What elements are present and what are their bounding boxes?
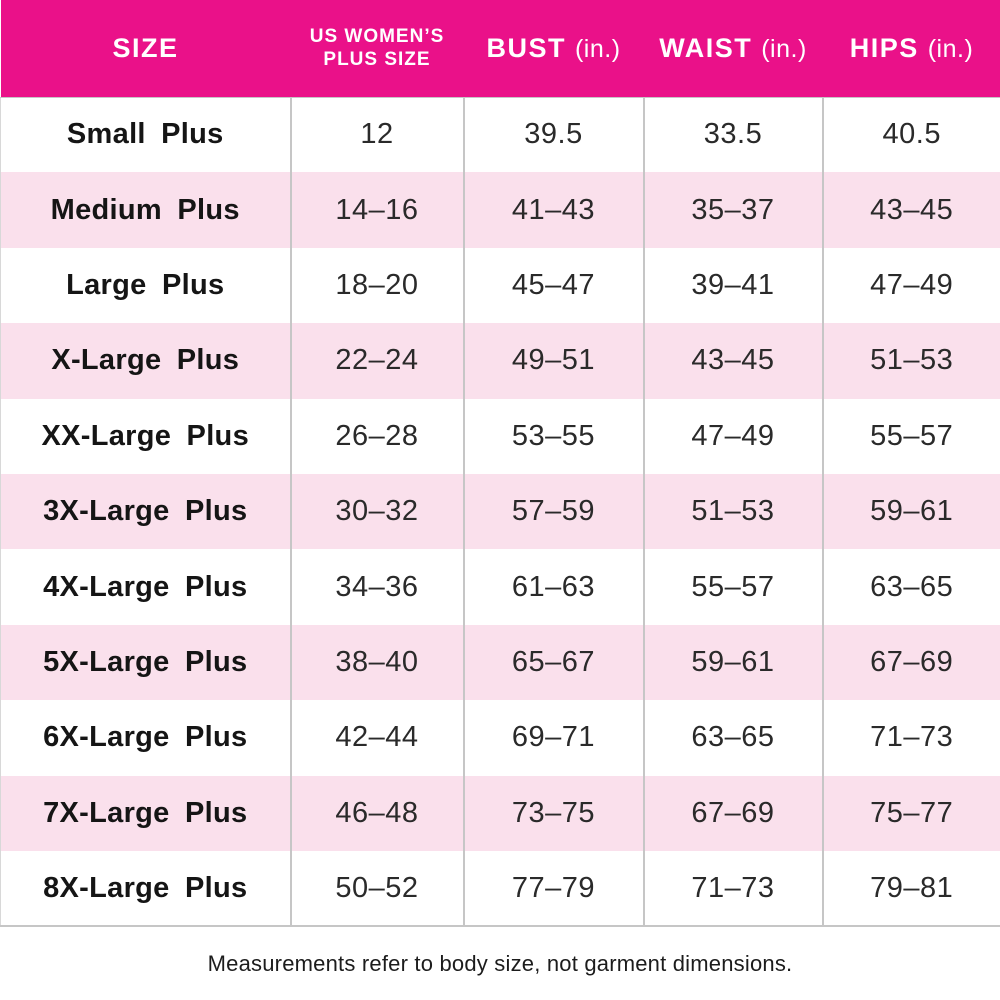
footnote: Measurements refer to body size, not gar… bbox=[0, 927, 1000, 1000]
waist-cell: 33.5 bbox=[642, 97, 823, 173]
column-header-bust: BUST (in.) bbox=[463, 0, 644, 98]
size-cell: 6X-Large Plus bbox=[0, 700, 291, 776]
header-row: SIZE US WOMEN’S PLUS SIZE BUST (in.) WAIS… bbox=[0, 0, 1000, 98]
waist-cell: 51–53 bbox=[642, 473, 823, 550]
size-cell: Large Plus bbox=[0, 247, 291, 324]
table-row: XX-Large Plus 26–28 53–55 47–49 55–57 bbox=[0, 398, 1000, 474]
us-plus-size-cell: 22–24 bbox=[289, 323, 464, 399]
us-plus-size-header-line1: US WOMEN’S bbox=[309, 26, 445, 48]
waist-cell: 63–65 bbox=[642, 700, 823, 776]
hips-cell: 75–77 bbox=[821, 775, 1000, 851]
waist-cell: 59–61 bbox=[642, 624, 823, 701]
size-cell: 8X-Large Plus bbox=[0, 850, 291, 928]
us-plus-size-cell: 50–52 bbox=[289, 850, 464, 928]
hips-cell: 40.5 bbox=[821, 97, 1000, 173]
waist-cell: 43–45 bbox=[642, 323, 823, 399]
bust-header-unit: (in.) bbox=[574, 34, 621, 63]
table-row: 7X-Large Plus 46–48 73–75 67–69 75–77 bbox=[0, 775, 1000, 851]
column-header-us-plus-size: US WOMEN’S PLUS SIZE bbox=[290, 0, 464, 98]
waist-cell: 55–57 bbox=[642, 549, 823, 625]
column-header-size: SIZE bbox=[0, 0, 291, 98]
waist-cell: 47–49 bbox=[642, 398, 823, 474]
us-plus-size-cell: 12 bbox=[289, 97, 464, 173]
bust-cell: 49–51 bbox=[462, 323, 644, 399]
column-header-hips: HIPS (in.) bbox=[822, 0, 1000, 98]
us-plus-size-cell: 38–40 bbox=[289, 624, 464, 701]
table-header: SIZE US WOMEN’S PLUS SIZE BUST (in.) WAIS… bbox=[0, 0, 1000, 98]
table-row: Large Plus 18–20 45–47 39–41 47–49 bbox=[0, 247, 1000, 324]
bust-cell: 41–43 bbox=[462, 172, 644, 248]
size-cell: 3X-Large Plus bbox=[0, 473, 291, 550]
table-row: 3X-Large Plus 30–32 57–59 51–53 59–61 bbox=[0, 473, 1000, 550]
bust-cell: 39.5 bbox=[462, 97, 644, 173]
hips-cell: 71–73 bbox=[821, 700, 1000, 776]
bust-cell: 61–63 bbox=[462, 549, 644, 625]
waist-cell: 71–73 bbox=[642, 850, 823, 928]
hips-cell: 79–81 bbox=[821, 850, 1000, 928]
bust-cell: 45–47 bbox=[462, 247, 644, 324]
table-row: 4X-Large Plus 34–36 61–63 55–57 63–65 bbox=[0, 549, 1000, 625]
size-cell: Medium Plus bbox=[0, 172, 291, 248]
us-plus-size-header-line2: PLUS SIZE bbox=[323, 49, 431, 71]
bust-cell: 57–59 bbox=[462, 473, 644, 550]
waist-cell: 35–37 bbox=[642, 172, 823, 248]
bust-cell: 77–79 bbox=[462, 850, 644, 928]
hips-cell: 67–69 bbox=[821, 624, 1000, 701]
hips-cell: 43–45 bbox=[821, 172, 1000, 248]
hips-cell: 47–49 bbox=[821, 247, 1000, 324]
us-plus-size-cell: 42–44 bbox=[289, 700, 464, 776]
bust-cell: 53–55 bbox=[462, 398, 644, 474]
table-row: Small Plus 12 39.5 33.5 40.5 bbox=[0, 97, 1000, 173]
hips-cell: 59–61 bbox=[821, 473, 1000, 550]
hips-cell: 63–65 bbox=[821, 549, 1000, 625]
us-plus-size-cell: 26–28 bbox=[289, 398, 464, 474]
waist-cell: 67–69 bbox=[642, 775, 823, 851]
size-cell: Small Plus bbox=[0, 97, 291, 173]
bust-cell: 73–75 bbox=[462, 775, 644, 851]
size-cell: 4X-Large Plus bbox=[0, 549, 291, 625]
table-row: 8X-Large Plus 50–52 77–79 71–73 79–81 bbox=[0, 850, 1000, 928]
us-plus-size-cell: 30–32 bbox=[289, 473, 464, 550]
size-cell: 5X-Large Plus bbox=[0, 624, 291, 701]
waist-header-label: WAIST bbox=[659, 32, 753, 63]
size-header-label: SIZE bbox=[112, 32, 179, 63]
size-cell: XX-Large Plus bbox=[0, 398, 291, 474]
column-header-waist: WAIST (in.) bbox=[643, 0, 823, 98]
hips-cell: 55–57 bbox=[821, 398, 1000, 474]
bust-header-label: BUST bbox=[486, 32, 566, 63]
hips-header-unit: (in.) bbox=[927, 34, 974, 63]
bust-cell: 69–71 bbox=[462, 700, 644, 776]
size-cell: X-Large Plus bbox=[0, 323, 291, 399]
table-row: 6X-Large Plus 42–44 69–71 63–65 71–73 bbox=[0, 700, 1000, 776]
us-plus-size-cell: 14–16 bbox=[289, 172, 464, 248]
size-cell: 7X-Large Plus bbox=[0, 775, 291, 851]
us-plus-size-cell: 34–36 bbox=[289, 549, 464, 625]
us-plus-size-cell: 18–20 bbox=[289, 247, 464, 324]
table-row: Medium Plus 14–16 41–43 35–37 43–45 bbox=[0, 172, 1000, 248]
table-row: X-Large Plus 22–24 49–51 43–45 51–53 bbox=[0, 323, 1000, 399]
hips-cell: 51–53 bbox=[821, 323, 1000, 399]
size-table: SIZE US WOMEN’S PLUS SIZE BUST (in.) WAIS… bbox=[0, 0, 1000, 928]
hips-header-label: HIPS bbox=[849, 32, 919, 63]
bust-cell: 65–67 bbox=[462, 624, 644, 701]
waist-cell: 39–41 bbox=[642, 247, 823, 324]
waist-header-unit: (in.) bbox=[761, 34, 807, 63]
us-plus-size-cell: 46–48 bbox=[289, 775, 464, 851]
table-body: Small Plus 12 39.5 33.5 40.5 Medium Plus 14–16… bbox=[0, 97, 1000, 928]
table-row: 5X-Large Plus 38–40 65–67 59–61 67–69 bbox=[0, 624, 1000, 701]
